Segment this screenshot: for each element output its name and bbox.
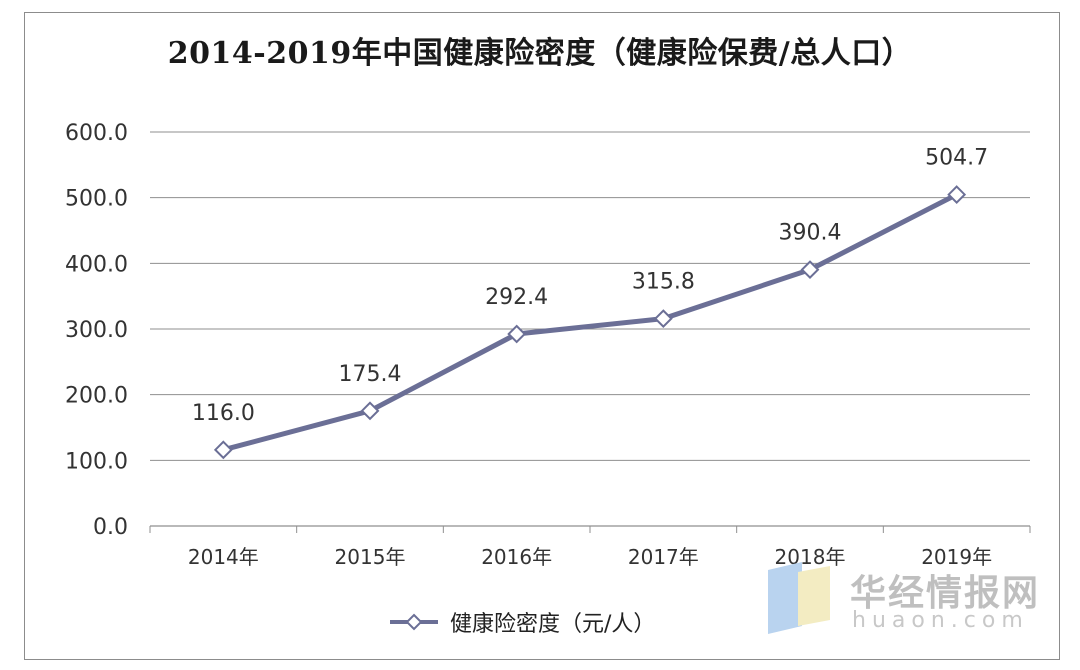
x-tick-label: 2014年 (188, 545, 259, 569)
huaon-logo-icon (768, 562, 830, 634)
data-label: 292.4 (485, 285, 548, 310)
data-point-marker (360, 401, 380, 421)
data-point-marker (507, 324, 527, 344)
data-labels: 116.0 175.4 292.4 315.8 390.4 504.7 (192, 146, 988, 426)
y-axis: 0.0 100.0 200.0 300.0 400.0 500.0 600.0 (65, 121, 128, 540)
x-tick-label: 2015年 (335, 545, 406, 569)
data-label: 175.4 (339, 362, 402, 387)
watermark: 华经情报网 huaon.com (768, 560, 1048, 640)
x-tick-label: 2019年 (921, 545, 992, 569)
y-tick-label: 100.0 (65, 449, 128, 474)
data-point-marker (947, 185, 967, 204)
data-point-marker (213, 440, 233, 460)
series-line (222, 192, 958, 453)
chart-title: 2014-2019年中国健康险密度（健康险保费/总人口） (167, 36, 913, 71)
y-tick-label: 200.0 (65, 384, 128, 409)
series-layer (213, 185, 967, 460)
watermark-name: 华经情报网 (850, 573, 1041, 614)
data-label: 315.8 (632, 270, 695, 295)
chart-frame (24, 12, 1060, 660)
legend-line-icon (390, 613, 438, 631)
y-tick-label: 600.0 (65, 121, 128, 146)
watermark-domain: huaon.com (852, 608, 1029, 633)
data-point-marker (800, 260, 820, 280)
x-axis: 2014年 2015年 2016年 2017年 2018年 2019年 (149, 525, 1031, 569)
data-label: 116.0 (192, 401, 255, 426)
legend-label: 健康险密度（元/人） (450, 612, 656, 637)
x-tick-label: 2017年 (628, 545, 699, 569)
gridlines (150, 131, 1030, 461)
legend[interactable]: 健康险密度（元/人） (388, 606, 655, 638)
data-label: 390.4 (779, 221, 842, 246)
y-tick-label: 0.0 (93, 515, 128, 540)
data-label: 504.7 (925, 146, 988, 171)
y-tick-label: 500.0 (65, 187, 128, 212)
x-tick-label: 2016年 (481, 545, 552, 569)
y-tick-label: 300.0 (65, 318, 128, 343)
y-tick-label: 400.0 (65, 252, 128, 277)
data-point-marker (653, 309, 673, 329)
x-tick-label: 2018年 (775, 545, 846, 569)
